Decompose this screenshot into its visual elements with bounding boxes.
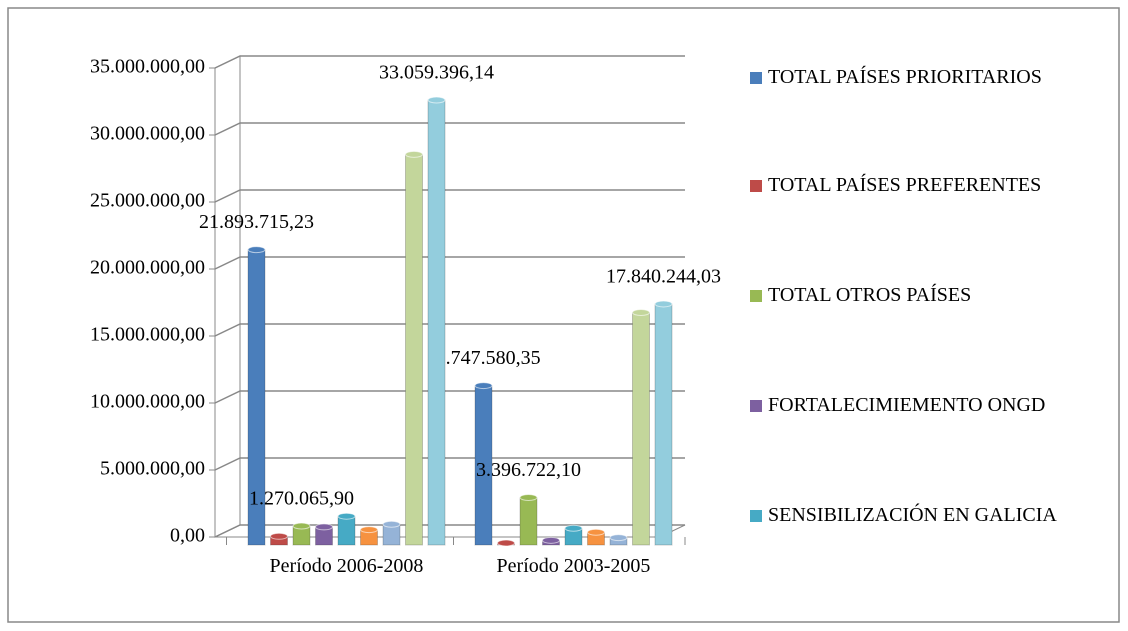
bar-top <box>474 382 493 390</box>
y-tick-label: 15.000.000,00 <box>90 324 205 346</box>
back-wall <box>214 55 241 538</box>
legend-entry: FORTALECIMIEMENTO ONGD <box>750 392 1098 418</box>
bar-top <box>382 520 401 528</box>
bar <box>497 539 515 547</box>
grid-line <box>214 256 685 270</box>
legend-swatch <box>750 400 762 412</box>
y-tick-label: 35.000.000,00 <box>90 56 205 78</box>
y-tick-label: 20.000.000,00 <box>90 257 205 279</box>
legend-entry: TOTAL PAÍSES PREFERENTES <box>750 172 1098 198</box>
bar <box>654 300 673 546</box>
x-tick-label: Período 2003-2005 <box>496 555 651 577</box>
legend-swatch <box>750 72 762 84</box>
bar <box>405 150 423 546</box>
bar <box>337 512 356 546</box>
bar <box>270 532 288 546</box>
bar-body <box>654 303 673 546</box>
bar-body <box>405 153 423 546</box>
bar-body <box>427 99 446 546</box>
data-label: 1.270.065,90 <box>249 488 354 510</box>
bar-top <box>654 300 673 308</box>
legend-swatch <box>750 180 762 192</box>
legend-swatch <box>750 290 762 302</box>
bar-top <box>587 528 605 536</box>
bar-top <box>405 150 423 158</box>
bar <box>542 536 560 546</box>
bar-body <box>632 312 650 546</box>
bar-top <box>315 523 333 531</box>
bar-top <box>337 512 356 520</box>
grid-line <box>214 55 685 69</box>
bar-top <box>292 522 311 530</box>
chart-frame <box>7 7 1120 623</box>
y-tick-label: 5.000.000,00 <box>100 458 205 480</box>
bar-top <box>632 309 650 317</box>
x-tick-label: Período 2006-2008 <box>269 555 424 577</box>
legend-entry: SENSIBILIZACIÓN EN GALICIA <box>750 502 1098 528</box>
legend-entry: TOTAL OTROS PAÍSES <box>750 282 1098 308</box>
bar <box>315 523 333 546</box>
bar <box>360 526 378 546</box>
legend-swatch <box>750 510 762 522</box>
bar-top <box>542 536 560 544</box>
bar <box>609 534 628 546</box>
grid-line <box>214 457 685 471</box>
bar <box>587 528 605 546</box>
bar-body <box>519 496 538 546</box>
data-label: 33.059.396,14 <box>379 62 494 84</box>
bar-top <box>247 246 266 254</box>
y-tick-label: 30.000.000,00 <box>90 123 205 145</box>
data-label: 17.840.244,03 <box>606 266 721 288</box>
bar <box>474 382 493 546</box>
bar-top <box>360 526 378 534</box>
bar-top <box>519 493 538 501</box>
grid-line <box>214 323 685 337</box>
bar <box>292 522 311 546</box>
y-tick-label: 0,00 <box>170 525 205 547</box>
bar <box>427 96 446 546</box>
y-tick-label: 10.000.000,00 <box>90 391 205 413</box>
data-label: 3.396.722,10 <box>476 459 581 481</box>
grid-line <box>214 122 685 136</box>
bar-top <box>564 524 583 532</box>
bar-body <box>337 515 356 546</box>
y-tick-label: 25.000.000,00 <box>90 190 205 212</box>
bar <box>519 493 538 546</box>
bar-top <box>609 534 628 542</box>
grid-line <box>214 189 685 203</box>
bar-top <box>270 532 288 540</box>
data-label: 21.893.715,23 <box>199 211 314 233</box>
bar <box>247 246 266 546</box>
bar <box>564 524 583 546</box>
bar <box>382 520 401 546</box>
grid-line <box>214 390 685 404</box>
legend-entry: TOTAL PAÍSES PRIORITARIOS <box>750 64 1098 90</box>
bar <box>632 309 650 546</box>
bar-top <box>427 96 446 104</box>
bar-top <box>497 539 515 547</box>
data-label: 11.747.580,35 <box>426 347 540 369</box>
